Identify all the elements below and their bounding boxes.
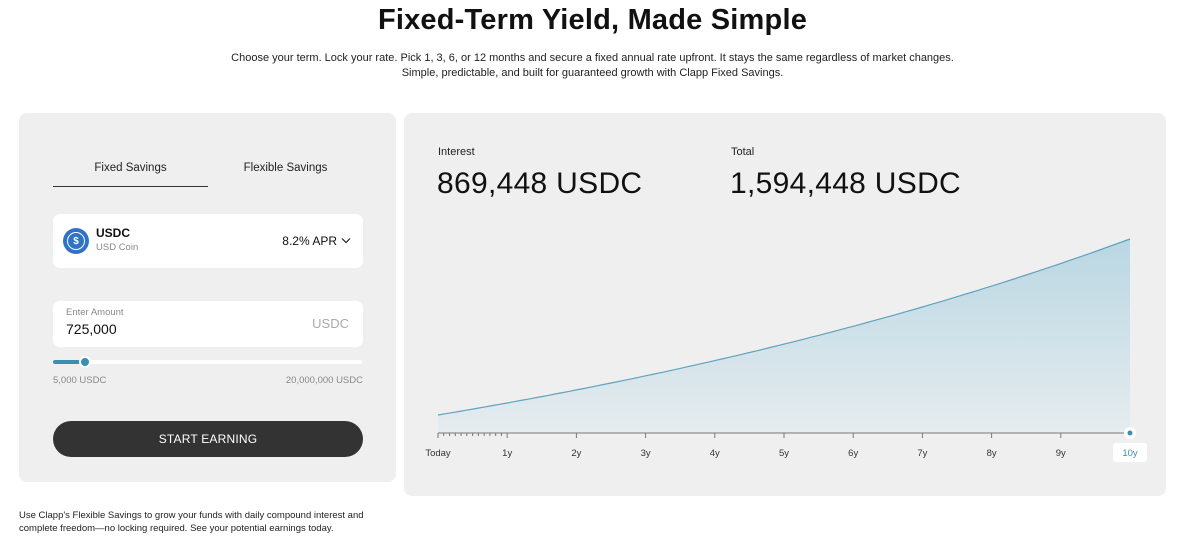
term-handle-dot: [1127, 430, 1133, 436]
apr-rate: 8.2% APR: [282, 234, 337, 248]
asset-selector[interactable]: $ USDC USD Coin 8.2% APR: [53, 214, 363, 268]
slider-fill: [53, 360, 85, 364]
calculator-card: Fixed Savings Flexible Savings $ USDC US…: [19, 113, 396, 482]
amount-currency: USDC: [312, 316, 349, 331]
interest-value: 869,448 USDC: [437, 167, 643, 200]
x-tick-label[interactable]: 9y: [1056, 448, 1066, 459]
x-tick-label[interactable]: 1y: [502, 448, 512, 459]
growth-chart: Today 1y 2y 3y 4y 5y 6y 7y 8y 9y 10y: [425, 238, 1147, 462]
amount-input[interactable]: Enter Amount 725,000 USDC: [53, 301, 363, 347]
footer-note: Use Clapp's Flexible Savings to grow you…: [19, 510, 364, 534]
start-earning-button[interactable]: START EARNING: [53, 421, 363, 457]
slider-min-label: 5,000 USDC: [53, 375, 107, 386]
x-tick-label[interactable]: 6y: [848, 448, 858, 459]
amount-slider[interactable]: [53, 356, 362, 368]
total-label: Total: [731, 146, 755, 158]
slider-max-label: 20,000,000 USDC: [285, 375, 363, 386]
amount-value[interactable]: 725,000: [66, 321, 117, 337]
chevron-down-icon: [341, 238, 351, 244]
slider-thumb[interactable]: [78, 356, 91, 368]
total-value: 1,594,448 USDC: [730, 167, 962, 200]
growth-area: [438, 239, 1130, 433]
usdc-coin-icon: $: [63, 228, 89, 254]
x-tick-label[interactable]: 7y: [917, 448, 927, 459]
asset-name: USD Coin: [96, 242, 139, 253]
active-tab-indicator: [53, 186, 208, 187]
interest-label: Interest: [438, 146, 475, 158]
x-tick-label[interactable]: 3y: [641, 448, 651, 459]
page-subtitle: Choose your term. Lock your rate. Pick 1…: [231, 52, 954, 79]
x-tick-label[interactable]: 8y: [987, 448, 997, 459]
x-tick-label[interactable]: 10y: [1122, 448, 1138, 459]
x-tick-label[interactable]: Today: [425, 448, 451, 459]
amount-label: Enter Amount: [66, 307, 124, 318]
selected-term-highlight: [1113, 443, 1147, 462]
x-tick-label[interactable]: 4y: [710, 448, 720, 459]
results-card: Interest 869,448 USDC Total 1,594,448 US…: [404, 113, 1166, 496]
x-tick-label[interactable]: 5y: [779, 448, 789, 459]
growth-line: [437, 238, 1131, 416]
asset-symbol: USDC: [96, 226, 131, 240]
tab-flexible-savings[interactable]: Flexible Savings: [243, 162, 328, 174]
page-title: Fixed-Term Yield, Made Simple: [377, 4, 808, 36]
x-tick-label[interactable]: 2y: [571, 448, 581, 459]
tab-fixed-savings[interactable]: Fixed Savings: [94, 162, 167, 174]
